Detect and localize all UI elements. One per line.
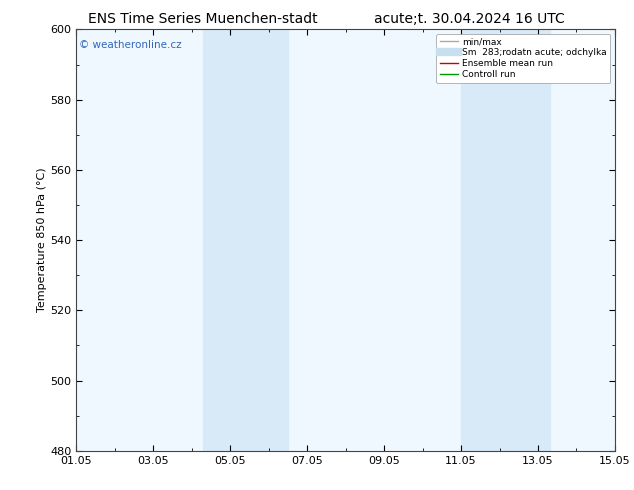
Text: ENS Time Series Muenchen-stadt: ENS Time Series Muenchen-stadt xyxy=(88,12,318,26)
Text: © weatheronline.cz: © weatheronline.cz xyxy=(79,40,181,50)
Legend: min/max, Sm  283;rodatn acute; odchylka, Ensemble mean run, Controll run: min/max, Sm 283;rodatn acute; odchylka, … xyxy=(436,34,611,82)
Y-axis label: Temperature 850 hPa (°C): Temperature 850 hPa (°C) xyxy=(37,168,47,313)
Text: acute;t. 30.04.2024 16 UTC: acute;t. 30.04.2024 16 UTC xyxy=(374,12,564,26)
Bar xyxy=(203,29,288,451)
Bar xyxy=(461,29,550,451)
